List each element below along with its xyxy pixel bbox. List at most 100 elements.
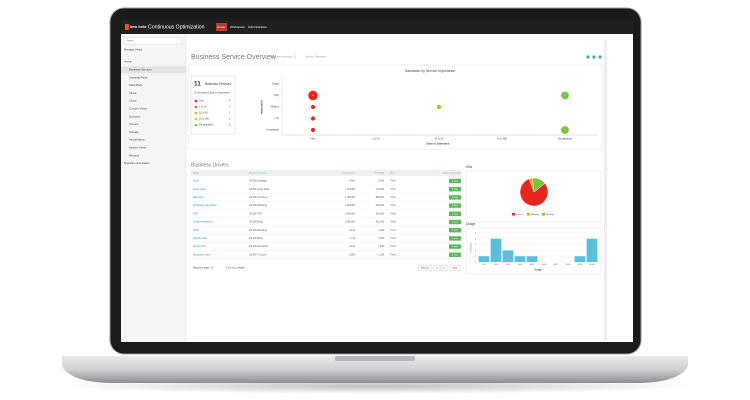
sidebar-item[interactable]: Virtualization	[129, 138, 145, 142]
bar[interactable]	[478, 256, 490, 262]
table-cell: Txn/s	[390, 222, 396, 224]
sidebar-item[interactable]: Network	[129, 153, 140, 157]
table-cell[interactable]: Services ER	[193, 245, 206, 248]
nav-item[interactable]: Administration	[248, 25, 267, 29]
legend-count: 1	[229, 112, 231, 115]
row-label: Medium	[270, 106, 279, 109]
sidebar-item[interactable]: Capacity Pools	[129, 75, 148, 79]
bar[interactable]	[526, 256, 538, 262]
sidebar-item[interactable]: Cloud	[129, 99, 137, 103]
bubble[interactable]	[436, 104, 442, 110]
column-header[interactable]: Unit	[390, 172, 394, 175]
pager-label: 2	[443, 268, 445, 270]
nav-item[interactable]: Home	[217, 25, 225, 29]
y-tick-label: 2	[475, 250, 477, 252]
risk-legend-label: Critical	[516, 213, 523, 216]
table-cell[interactable]: Right Now	[193, 196, 204, 199]
table-cell[interactable]: Student Admissions	[193, 221, 214, 224]
table-cell: US-ES Billing	[249, 238, 264, 240]
column-header[interactable]: Days to Saturation	[443, 172, 462, 175]
sidebar-item[interactable]: Data Marts	[129, 83, 143, 87]
bubble-count: 3	[564, 130, 566, 132]
brand: bmc helix	[130, 25, 147, 29]
usage-y-title: # Services	[470, 241, 473, 252]
saturation-title: Saturation by Service Importance	[405, 69, 455, 73]
table-cell[interactable]: Wholesale Order	[193, 253, 210, 256]
sidebar-item[interactable]: Business Services	[129, 68, 152, 72]
x-axis-title: Days to Saturation	[427, 142, 450, 146]
manage-views: Manage Views	[124, 48, 143, 52]
bar[interactable]	[574, 256, 586, 262]
table-cell[interactable]: Email	[193, 181, 199, 183]
table-cell: US-ES CRM	[249, 213, 262, 215]
legend-count: 6	[229, 124, 231, 127]
x-tick-label: 40-50	[530, 264, 535, 266]
filter[interactable]: Business services: 11	[271, 55, 296, 59]
usage-panel	[465, 227, 602, 275]
column-header[interactable]: Business Service	[249, 172, 267, 175]
toolbar-icon[interactable]	[592, 55, 596, 59]
status-badge	[449, 244, 461, 249]
status-badge	[449, 211, 461, 216]
badge-text: 4 days	[452, 246, 458, 248]
col-label: 91 to 180	[497, 138, 508, 141]
status-badge	[449, 228, 461, 233]
filter[interactable]: Sort by: Saturation	[305, 55, 327, 59]
sidebar-item[interactable]: Views	[129, 91, 137, 95]
sidebar-item[interactable]: Home	[124, 60, 132, 64]
table-cell[interactable]: CRM	[193, 213, 198, 215]
table-cell[interactable]: Worldwide Transactions	[193, 204, 218, 207]
nav-item[interactable]: Workspace	[230, 25, 245, 29]
column-header[interactable]: Current Value	[342, 172, 356, 175]
legend-dot	[194, 117, 198, 121]
pager-button[interactable]	[433, 264, 441, 272]
results-count: 1-10 of 11 results	[226, 267, 245, 270]
bubble[interactable]	[310, 115, 316, 121]
risk-legend-swatch	[542, 213, 545, 216]
status-badge	[449, 219, 461, 225]
table-cell[interactable]: Online Sales	[193, 189, 207, 191]
bubble[interactable]	[560, 125, 570, 135]
pager-button[interactable]	[449, 264, 461, 272]
toolbar-icon[interactable]	[598, 55, 602, 59]
sidebar-item[interactable]: Migration Simulation	[124, 161, 150, 165]
table-cell[interactable]: Supplier Data	[193, 237, 208, 240]
pie-slice[interactable]	[532, 177, 546, 193]
bar[interactable]	[490, 238, 502, 262]
bubble[interactable]	[307, 90, 319, 101]
pager-button[interactable]	[440, 264, 448, 272]
sidebar-item[interactable]: Custom Views	[129, 107, 147, 111]
risk-legend-label: Healthy	[546, 213, 554, 216]
table-cell: Txn/s	[390, 213, 396, 215]
sidebar-item[interactable]: Servers	[129, 122, 139, 126]
status-badge	[449, 236, 461, 241]
table-cell: 1,060,000	[345, 222, 356, 224]
table-cell[interactable]: Order	[193, 229, 199, 232]
bubble[interactable]	[310, 127, 316, 133]
legend-dot	[194, 99, 198, 103]
top-bar	[121, 20, 633, 34]
bubble[interactable]	[310, 104, 316, 110]
status-badge	[449, 178, 461, 184]
col-label: No saturation	[558, 138, 573, 141]
bubble-count: 3	[564, 95, 566, 97]
column-header[interactable]: Threshold	[374, 172, 385, 175]
bar[interactable]	[514, 256, 526, 262]
sidebar-item[interactable]: Storage	[129, 130, 139, 134]
bubble[interactable]	[560, 91, 570, 100]
table-cell: Txn/s	[390, 181, 396, 183]
sidebar-item[interactable]: Domains	[129, 114, 141, 118]
column-header[interactable]: Name	[193, 173, 200, 175]
search-box[interactable]	[123, 37, 183, 45]
laptop-base	[62, 356, 688, 383]
table-cell: 1,000	[378, 230, 384, 232]
table-cell: Txn/s	[390, 254, 396, 256]
pager-button[interactable]	[417, 264, 433, 272]
sidebar-item[interactable]: System Views	[129, 146, 147, 150]
bar[interactable]	[502, 250, 514, 262]
bar[interactable]	[586, 238, 598, 262]
pie-slice[interactable]	[519, 178, 549, 207]
toolbar-icon[interactable]	[586, 55, 590, 59]
x-tick-label: 60-70	[554, 264, 559, 266]
table-cell: 710,000	[376, 189, 385, 191]
